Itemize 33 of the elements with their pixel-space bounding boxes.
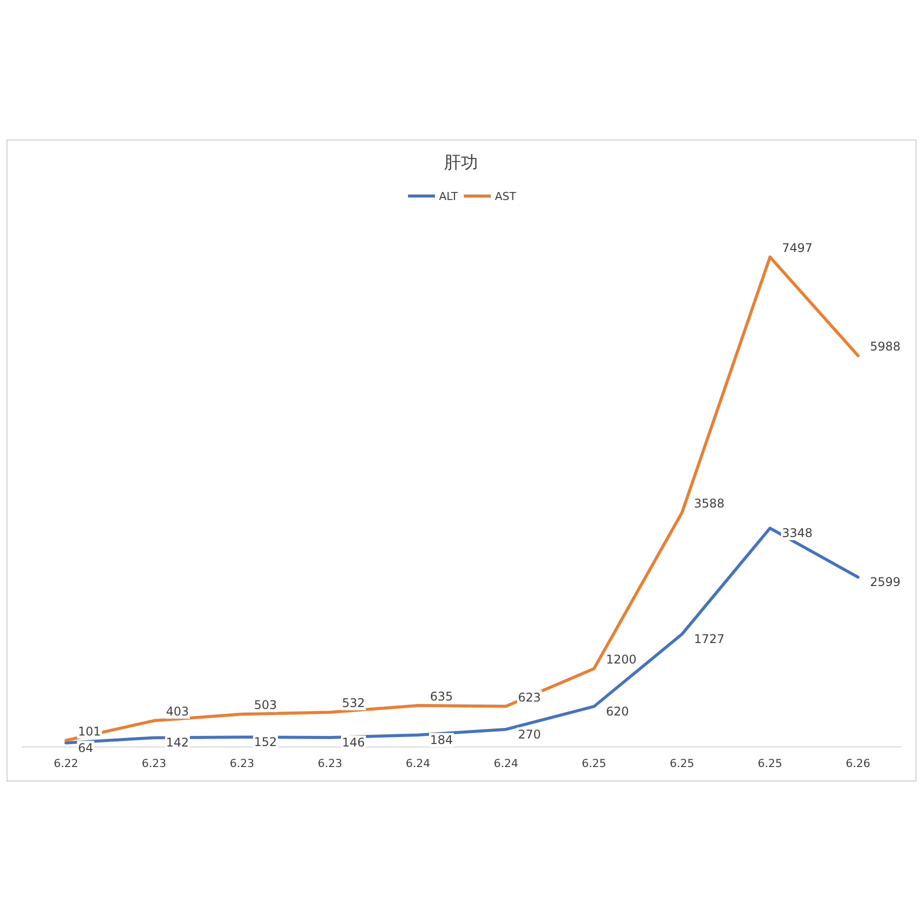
x-tick-label: 6.22 xyxy=(54,757,78,770)
x-tick-label: 6.26 xyxy=(846,757,870,770)
data-label: 1200 xyxy=(606,652,637,667)
data-label: 1727 xyxy=(694,632,725,646)
x-tick-label: 6.23 xyxy=(318,757,342,770)
data-label: 3348 xyxy=(782,526,813,540)
data-label: 101 xyxy=(78,724,101,738)
x-tick-label: 6.24 xyxy=(494,757,518,770)
data-label: 270 xyxy=(518,727,541,742)
x-tick-label: 6.23 xyxy=(142,757,166,770)
data-label: 152 xyxy=(254,735,277,750)
data-label: 620 xyxy=(606,704,629,718)
data-label: 503 xyxy=(254,698,277,712)
x-tick-label: 6.25 xyxy=(582,757,606,770)
x-tick-label: 6.25 xyxy=(670,757,694,770)
data-label: 7497 xyxy=(782,241,813,255)
data-label: 142 xyxy=(166,736,189,750)
x-tick-label: 6.25 xyxy=(758,757,782,770)
data-label: 2599 xyxy=(870,575,901,590)
data-label: 5988 xyxy=(870,340,901,354)
legend-label: AST xyxy=(494,190,516,203)
x-tick-label: 6.23 xyxy=(230,757,254,770)
data-label: 146 xyxy=(342,735,365,750)
data-label: 3588 xyxy=(694,496,725,510)
data-label: 635 xyxy=(430,689,453,704)
data-label: 623 xyxy=(518,690,541,704)
data-label: 403 xyxy=(166,704,189,719)
data-label: 184 xyxy=(430,732,453,747)
data-label: 532 xyxy=(342,696,365,710)
chart-title: 肝功 xyxy=(444,153,478,173)
legend-label: ALT xyxy=(439,190,458,203)
data-label: 64 xyxy=(78,740,94,755)
x-tick-label: 6.24 xyxy=(406,757,430,770)
